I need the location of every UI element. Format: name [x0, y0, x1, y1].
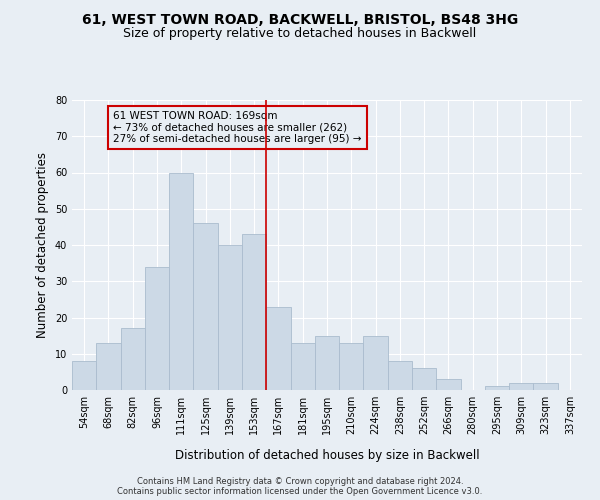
- Bar: [436, 379, 461, 390]
- Bar: [339, 343, 364, 390]
- Text: 61 WEST TOWN ROAD: 169sqm
← 73% of detached houses are smaller (262)
27% of semi: 61 WEST TOWN ROAD: 169sqm ← 73% of detac…: [113, 111, 362, 144]
- Bar: [388, 361, 412, 390]
- Bar: [412, 368, 436, 390]
- Text: Contains HM Land Registry data © Crown copyright and database right 2024.: Contains HM Land Registry data © Crown c…: [137, 476, 463, 486]
- Bar: [169, 172, 193, 390]
- Bar: [72, 361, 96, 390]
- Bar: [96, 343, 121, 390]
- Bar: [145, 267, 169, 390]
- Bar: [193, 223, 218, 390]
- Bar: [315, 336, 339, 390]
- Bar: [266, 306, 290, 390]
- Text: Contains public sector information licensed under the Open Government Licence v3: Contains public sector information licen…: [118, 486, 482, 496]
- Bar: [364, 336, 388, 390]
- Bar: [121, 328, 145, 390]
- Text: 61, WEST TOWN ROAD, BACKWELL, BRISTOL, BS48 3HG: 61, WEST TOWN ROAD, BACKWELL, BRISTOL, B…: [82, 12, 518, 26]
- Bar: [533, 383, 558, 390]
- Bar: [290, 343, 315, 390]
- Bar: [509, 383, 533, 390]
- Text: Distribution of detached houses by size in Backwell: Distribution of detached houses by size …: [175, 448, 479, 462]
- Bar: [485, 386, 509, 390]
- Bar: [218, 245, 242, 390]
- Y-axis label: Number of detached properties: Number of detached properties: [36, 152, 49, 338]
- Text: Size of property relative to detached houses in Backwell: Size of property relative to detached ho…: [124, 28, 476, 40]
- Bar: [242, 234, 266, 390]
